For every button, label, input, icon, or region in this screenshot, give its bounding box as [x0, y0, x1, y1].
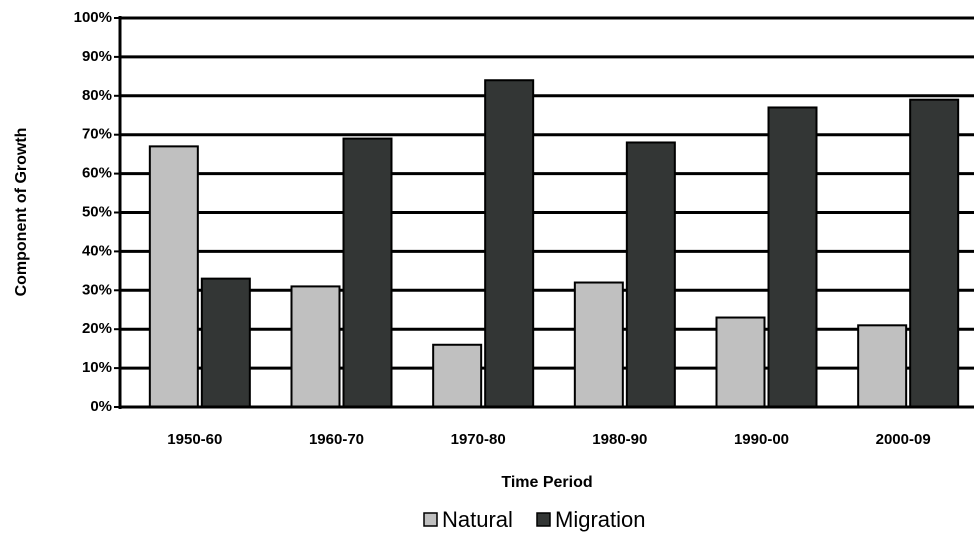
- bar: [484, 79, 535, 409]
- bar: [573, 281, 624, 408]
- legend-label: Natural: [442, 507, 513, 532]
- y-tick-label: 20%: [82, 320, 112, 337]
- x-tick-label: 1970-80: [451, 431, 506, 448]
- y-tick-label: 90%: [82, 48, 112, 65]
- x-axis-title: Time Period: [501, 474, 592, 491]
- x-tick-label: 1980-90: [592, 431, 647, 448]
- x-tick-label: 2000-09: [876, 431, 931, 448]
- bar: [148, 145, 199, 408]
- bar: [432, 343, 483, 409]
- bar: [909, 98, 960, 408]
- y-tick-label: 40%: [82, 242, 112, 259]
- y-axis-title: Component of Growth: [13, 128, 30, 297]
- bar: [200, 277, 251, 408]
- bar: [767, 106, 818, 408]
- x-tick-label: 1960-70: [309, 431, 364, 448]
- x-tick-label: 1950-60: [167, 431, 222, 448]
- bar: [625, 141, 676, 408]
- y-tick-label: 30%: [82, 281, 112, 298]
- y-tick-label: 100%: [74, 9, 112, 26]
- y-tick-label: 60%: [82, 165, 112, 182]
- legend-swatch: [423, 512, 438, 527]
- bar: [857, 324, 908, 408]
- y-tick-label: 50%: [82, 203, 112, 220]
- y-tick-label: 0%: [90, 398, 112, 415]
- y-tick-label: 10%: [82, 359, 112, 376]
- y-tick-label: 70%: [82, 126, 112, 143]
- y-tick-label: 80%: [82, 87, 112, 104]
- bar: [715, 316, 766, 408]
- bar: [342, 137, 393, 408]
- legend-label: Migration: [555, 507, 645, 532]
- bar: [290, 285, 341, 408]
- x-tick-label: 1990-00: [734, 431, 789, 448]
- legend-swatch: [536, 512, 551, 527]
